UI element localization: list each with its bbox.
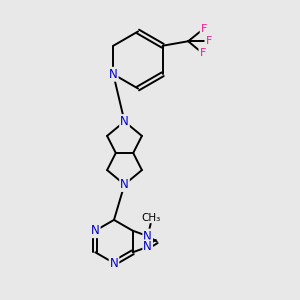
Text: N: N [120,115,129,128]
Text: N: N [91,224,100,237]
Text: N: N [109,68,118,81]
Text: N: N [143,230,152,243]
Text: N: N [110,256,118,270]
Text: F: F [201,24,207,34]
Text: F: F [206,36,212,46]
Text: N: N [143,240,152,254]
Text: CH₃: CH₃ [141,213,160,223]
Text: F: F [200,48,206,58]
Text: N: N [120,178,129,191]
